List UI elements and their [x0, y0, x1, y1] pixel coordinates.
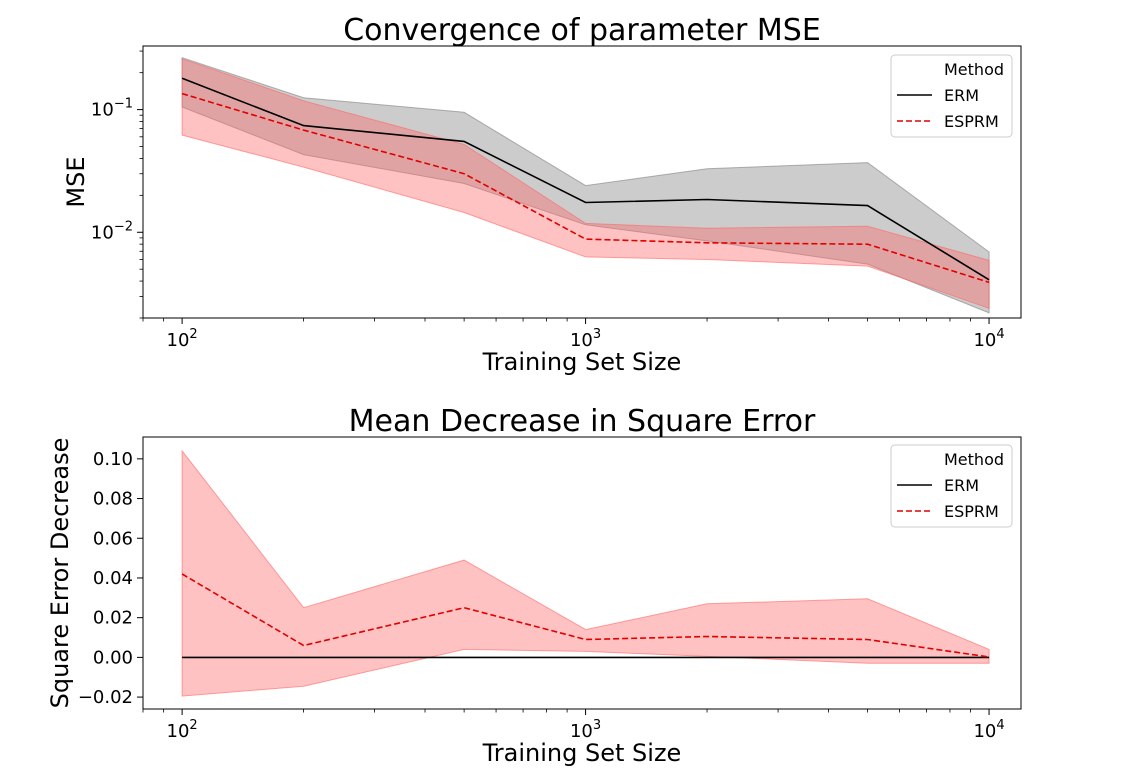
- y-tick-label: 0.08: [93, 489, 133, 510]
- axes-frame: [142, 45, 1022, 319]
- x-tick-label: 103: [570, 327, 601, 351]
- x-tick-label: 104: [973, 327, 1004, 351]
- legend-box: [890, 54, 1013, 138]
- legend-box: [890, 444, 1013, 528]
- axes-frame: [142, 436, 1022, 710]
- x-axis-label: Training Set Size: [482, 348, 682, 376]
- chart-title: Convergence of parameter MSE: [343, 13, 821, 48]
- y-axis-label: MSE: [62, 156, 90, 207]
- y-tick-base: 10: [91, 100, 114, 121]
- legend-label-esprm: ESPRM: [944, 502, 999, 521]
- x-tick-exponent: 4: [996, 327, 1004, 342]
- chart-title: Mean Decrease in Square Error: [349, 404, 816, 439]
- legend-label-erm: ERM: [944, 476, 979, 495]
- x-tick-base: 10: [973, 330, 996, 351]
- x-tick-base: 10: [973, 721, 996, 742]
- legend: Method ERM ESPRM: [890, 54, 1013, 138]
- x-tick-base: 10: [570, 330, 593, 351]
- legend-label-esprm: ESPRM: [944, 112, 999, 131]
- band-esprm: [181, 57, 990, 310]
- y-tick-label: 0.10: [93, 449, 133, 470]
- x-axis-label: Training Set Size: [482, 739, 682, 767]
- x-tick-base: 10: [167, 721, 190, 742]
- band-esprm: [181, 449, 990, 697]
- legend-title: Method: [944, 450, 1004, 469]
- x-tick-exponent: 3: [593, 718, 601, 733]
- x-tick-label: 102: [167, 718, 198, 742]
- y-tick-base: 10: [91, 222, 114, 243]
- y-tick-label: 10−2: [91, 219, 133, 243]
- legend-label-erm: ERM: [944, 86, 979, 105]
- chart-panel-2: 102 103 1040.100.080.060.040.020.00−0.02Me…: [46, 404, 1022, 767]
- x-tick-exponent: 2: [189, 327, 197, 342]
- x-tick-exponent: 3: [593, 327, 601, 342]
- x-tick-base: 10: [167, 330, 190, 351]
- x-tick-base: 10: [570, 721, 593, 742]
- y-tick-label: 0.04: [93, 568, 133, 589]
- y-tick-label: 0.06: [93, 528, 133, 549]
- x-tick-label: 103: [570, 718, 601, 742]
- y-tick-label: −0.02: [78, 687, 133, 708]
- y-tick-label: 0.02: [93, 608, 133, 629]
- band-erm: [181, 57, 990, 314]
- y-tick-exponent: −1: [114, 97, 133, 112]
- y-tick-label: 10−1: [91, 97, 133, 121]
- x-tick-label: 104: [973, 718, 1004, 742]
- y-axis-label: Square Error Decrease: [46, 438, 74, 709]
- legend-title: Method: [944, 60, 1004, 79]
- x-tick-label: 102: [167, 327, 198, 351]
- y-tick-label: 0.00: [93, 647, 133, 668]
- x-tick-exponent: 2: [189, 718, 197, 733]
- legend: Method ERM ESPRM: [890, 444, 1013, 528]
- y-tick-exponent: −2: [114, 219, 133, 234]
- x-tick-exponent: 4: [996, 718, 1004, 733]
- plot-area: [143, 46, 1021, 318]
